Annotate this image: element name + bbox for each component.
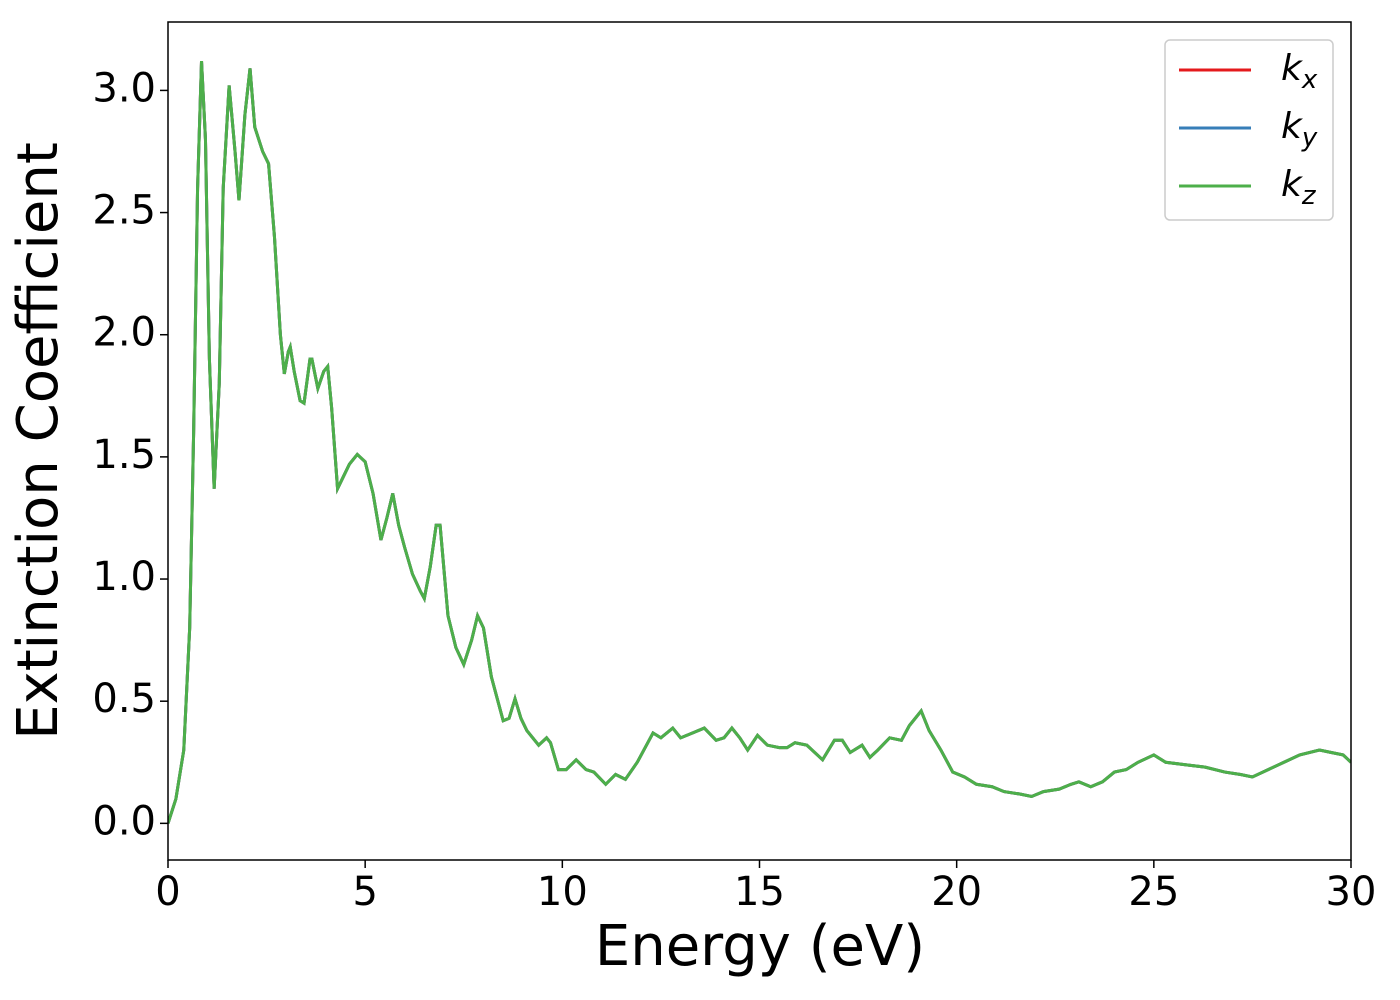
x-tick-label: 10: [537, 869, 588, 915]
legend-box: [1164, 39, 1334, 221]
x-tick-label: 20: [931, 869, 982, 915]
x-axis-label: Energy (eV): [595, 914, 925, 979]
legend-label: kx: [1281, 48, 1318, 95]
plot-frame: [167, 21, 1352, 861]
series-line: [168, 61, 1351, 824]
y-tick-label: 2.0: [92, 310, 156, 356]
y-tick-label: 0.5: [92, 676, 156, 722]
x-tick-label: 30: [1326, 869, 1377, 915]
legend-label: kz: [1281, 164, 1317, 211]
y-tick-label: 1.0: [92, 554, 156, 600]
y-axis-label: Extinction Coefficient: [6, 142, 71, 740]
legend-label: ky: [1281, 106, 1318, 153]
x-tick-label: 15: [734, 869, 785, 915]
y-tick-label: 0.0: [92, 798, 156, 844]
y-tick-label: 2.5: [92, 188, 156, 234]
x-tick-label: 0: [155, 869, 180, 915]
y-tick-label: 1.5: [92, 432, 156, 478]
x-tick-label: 25: [1128, 869, 1179, 915]
x-tick-label: 5: [352, 869, 377, 915]
y-tick-label: 3.0: [92, 65, 156, 111]
